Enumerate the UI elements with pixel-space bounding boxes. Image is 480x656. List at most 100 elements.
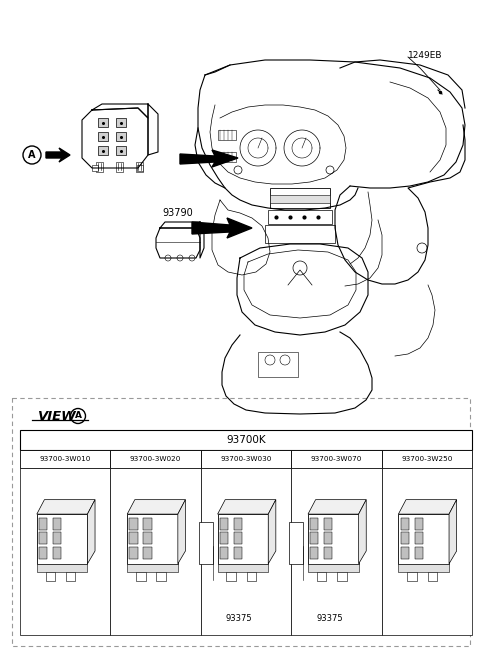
- Polygon shape: [308, 500, 366, 514]
- Bar: [98, 118, 108, 127]
- Bar: [127, 514, 178, 564]
- Bar: [130, 518, 138, 530]
- Bar: [407, 572, 417, 581]
- Bar: [310, 518, 318, 530]
- Bar: [130, 532, 138, 544]
- Bar: [415, 518, 423, 530]
- Bar: [247, 572, 256, 581]
- Bar: [92, 165, 98, 171]
- Bar: [317, 572, 326, 581]
- Bar: [199, 522, 213, 564]
- Bar: [96, 162, 103, 172]
- Polygon shape: [359, 500, 366, 564]
- Bar: [37, 564, 87, 572]
- Polygon shape: [46, 148, 70, 162]
- Bar: [144, 546, 152, 558]
- Bar: [20, 450, 110, 468]
- Bar: [116, 118, 126, 127]
- Text: A: A: [74, 411, 82, 420]
- Bar: [220, 518, 228, 530]
- Text: 93700K: 93700K: [226, 435, 266, 445]
- Bar: [227, 572, 236, 581]
- Bar: [53, 532, 61, 544]
- Bar: [217, 514, 268, 564]
- Polygon shape: [127, 500, 185, 514]
- Bar: [310, 546, 318, 558]
- Bar: [415, 546, 423, 558]
- Text: 93375: 93375: [226, 614, 252, 623]
- Bar: [308, 514, 359, 564]
- Bar: [310, 532, 318, 544]
- Text: 93700-3W070: 93700-3W070: [311, 456, 362, 462]
- Bar: [136, 572, 145, 581]
- Bar: [398, 514, 449, 564]
- Bar: [270, 195, 330, 203]
- Bar: [53, 518, 61, 530]
- Bar: [324, 518, 332, 530]
- Text: VIEW: VIEW: [38, 409, 77, 422]
- Bar: [268, 210, 332, 224]
- Bar: [156, 572, 166, 581]
- Bar: [401, 532, 409, 544]
- Bar: [398, 564, 449, 572]
- Bar: [37, 514, 87, 564]
- Bar: [144, 518, 152, 530]
- Bar: [116, 132, 126, 141]
- Bar: [127, 564, 178, 572]
- Bar: [337, 572, 347, 581]
- Bar: [46, 572, 55, 581]
- Bar: [308, 564, 359, 572]
- Polygon shape: [192, 218, 252, 238]
- Bar: [116, 146, 126, 155]
- Polygon shape: [37, 500, 95, 514]
- Bar: [110, 468, 201, 635]
- Bar: [382, 450, 472, 468]
- Bar: [218, 130, 236, 140]
- Text: 93790: 93790: [163, 208, 193, 218]
- Bar: [265, 225, 335, 243]
- Text: 93375: 93375: [316, 614, 343, 623]
- Text: 93700-3W250: 93700-3W250: [401, 456, 453, 462]
- Bar: [234, 546, 242, 558]
- Bar: [428, 572, 437, 581]
- Bar: [401, 546, 409, 558]
- Bar: [66, 572, 75, 581]
- Bar: [137, 165, 143, 171]
- Bar: [291, 450, 382, 468]
- Bar: [98, 132, 108, 141]
- Bar: [20, 468, 110, 635]
- Polygon shape: [178, 500, 185, 564]
- Bar: [201, 468, 291, 635]
- Bar: [382, 468, 472, 635]
- Bar: [220, 546, 228, 558]
- Bar: [98, 146, 108, 155]
- Bar: [201, 450, 291, 468]
- Bar: [415, 532, 423, 544]
- Bar: [258, 352, 298, 377]
- Text: 93700-3W030: 93700-3W030: [220, 456, 272, 462]
- Bar: [234, 518, 242, 530]
- Polygon shape: [398, 500, 456, 514]
- Bar: [136, 162, 143, 172]
- Bar: [144, 532, 152, 544]
- Polygon shape: [268, 500, 276, 564]
- Bar: [217, 564, 268, 572]
- Bar: [270, 188, 330, 208]
- Bar: [218, 152, 236, 162]
- Bar: [234, 532, 242, 544]
- Bar: [291, 468, 382, 635]
- Bar: [401, 518, 409, 530]
- Bar: [39, 518, 47, 530]
- Text: 93700-3W010: 93700-3W010: [39, 456, 91, 462]
- Polygon shape: [180, 150, 238, 167]
- Bar: [110, 450, 201, 468]
- Text: 1249EB: 1249EB: [408, 51, 443, 60]
- Bar: [53, 546, 61, 558]
- Bar: [130, 546, 138, 558]
- Bar: [12, 398, 470, 646]
- Bar: [324, 546, 332, 558]
- Polygon shape: [449, 500, 456, 564]
- Bar: [39, 546, 47, 558]
- Polygon shape: [87, 500, 95, 564]
- Text: A: A: [28, 150, 36, 160]
